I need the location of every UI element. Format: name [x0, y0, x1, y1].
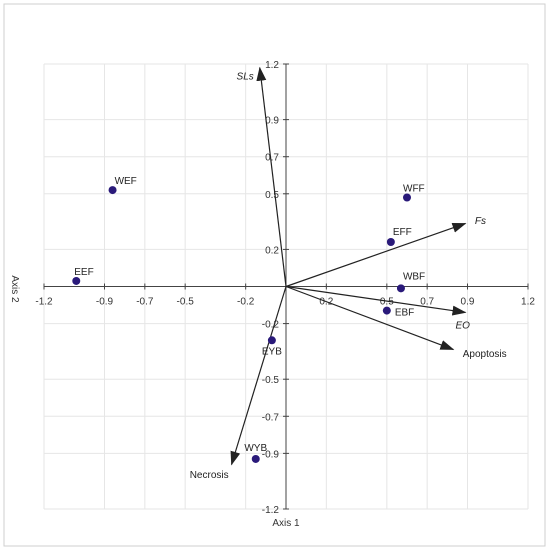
- y-tick-label: 0.7: [265, 153, 279, 164]
- vector-arrow: [230, 286, 287, 466]
- vectors: SLs Fs EO Apoptosis Necrosis: [190, 66, 507, 481]
- vector-label: EO: [455, 320, 470, 331]
- point-label: WEF: [115, 176, 137, 187]
- x-tick-label: -1.2: [35, 297, 53, 308]
- x-tick-label: -0.5: [177, 297, 195, 308]
- data-point: [396, 284, 405, 293]
- x-tick-label: 0.7: [420, 297, 434, 308]
- y-tick-label: 0.9: [265, 116, 279, 127]
- vector-label: SLs: [237, 72, 254, 83]
- y-tick-label: -0.9: [262, 449, 280, 460]
- point-label: WYB: [244, 443, 267, 454]
- data-point: [72, 276, 81, 285]
- x-tick-label: 1.2: [521, 297, 535, 308]
- y-tick-label: 0.5: [265, 190, 279, 201]
- y-tick-label: -0.5: [262, 375, 280, 386]
- y-axis-label: Axis 2: [9, 275, 20, 303]
- data-point: [403, 193, 411, 202]
- x-tick-label: -0.2: [237, 297, 255, 308]
- y-tick-label: 1.2: [265, 60, 279, 71]
- data-point: [386, 238, 395, 246]
- vector-arrow: [285, 285, 455, 351]
- x-tick-label: -0.7: [136, 297, 154, 308]
- point-label: WFF: [403, 184, 425, 195]
- vector-arrow: [256, 66, 287, 287]
- x-tick-label: 0.9: [461, 297, 475, 308]
- data-point: [382, 306, 391, 315]
- chart-border: [3, 3, 546, 547]
- data-point: [251, 454, 260, 463]
- vector-arrow: [285, 222, 467, 288]
- points: WEF EEF WFF EFF WBF EBF EYB WYB: [72, 176, 425, 463]
- y-tick-label: -0.2: [262, 320, 280, 331]
- data-point: [108, 186, 117, 195]
- y-tick-label: -0.7: [262, 412, 280, 423]
- vector-arrow: [285, 285, 467, 316]
- vector-label: Necrosis: [190, 470, 229, 481]
- x-axis-label: Axis 1: [272, 518, 300, 529]
- x-tick-label: 0.5: [380, 297, 394, 308]
- vector-label: Fs: [475, 216, 486, 227]
- data-point: [267, 336, 276, 345]
- x-tick-label: -0.9: [96, 297, 114, 308]
- point-label: EYB: [262, 346, 282, 357]
- vector-label: Apoptosis: [463, 349, 507, 360]
- y-tick-label: 0.2: [265, 245, 279, 256]
- point-label: EEF: [74, 267, 93, 278]
- point-label: EBF: [395, 308, 414, 319]
- point-label: WBF: [403, 271, 425, 282]
- y-tick-label: -1.2: [262, 505, 280, 516]
- point-label: EFF: [393, 227, 412, 238]
